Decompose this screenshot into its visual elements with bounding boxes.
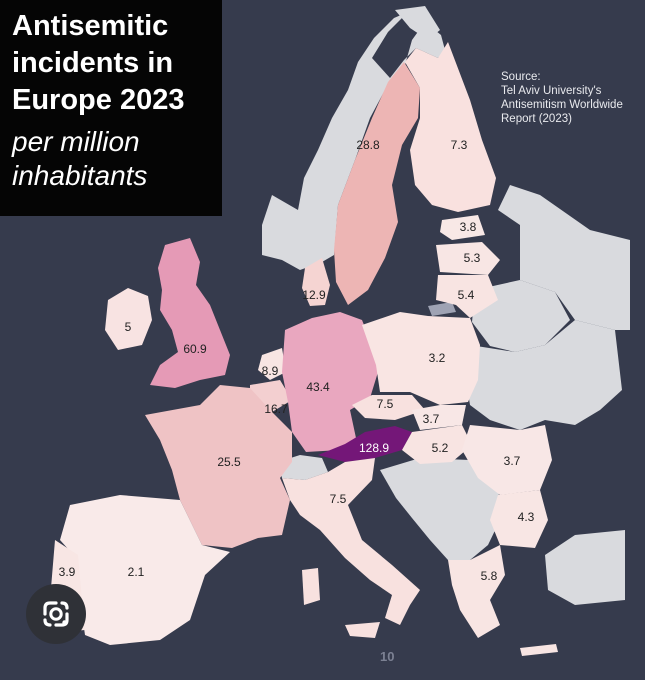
country-austria [318, 426, 412, 462]
value-label-belgium: 16.7 [264, 402, 288, 416]
value-label-france: 25.5 [217, 455, 241, 469]
country-germany [282, 312, 378, 452]
country-netherlands [258, 348, 286, 380]
page-indicator: 10 [380, 649, 395, 664]
country-norway [262, 12, 445, 270]
value-label-ireland: 5 [125, 320, 132, 334]
value-label-austria: 128.9 [359, 441, 389, 455]
map-subtitle: per million inhabitants [12, 126, 148, 191]
country-spain [60, 495, 230, 645]
source-note: Source: Tel Aviv University's Antisemiti… [501, 70, 623, 126]
country-latvia [436, 242, 500, 275]
country-denmark [302, 258, 330, 306]
source-line-1: Tel Aviv University's [501, 85, 602, 97]
value-label-czechia: 7.5 [377, 397, 394, 411]
country-ireland [105, 288, 152, 350]
value-label-bulgaria: 4.3 [518, 510, 535, 524]
value-label-hungary: 5.2 [432, 441, 449, 455]
country-czechia [352, 395, 425, 420]
value-label-denmark: 12.9 [302, 288, 326, 302]
value-label-latvia: 5.3 [464, 251, 481, 265]
country-ukraine [466, 320, 622, 430]
country-estonia [440, 215, 485, 240]
google-lens-button[interactable] [26, 584, 86, 644]
map-title: Antisemitic incidents in Europe 2023 [12, 10, 185, 116]
country-italy-sicily [345, 622, 380, 638]
value-label-greece: 5.8 [481, 569, 498, 583]
country-kaliningrad [428, 302, 456, 316]
value-label-portugal: 3.9 [59, 565, 76, 579]
country-italy-sardinia [302, 568, 320, 605]
country-turkey [545, 530, 625, 605]
country-russia-east [498, 185, 630, 330]
country-greece [448, 545, 505, 638]
country-hungary [402, 425, 472, 464]
country-slovakia [412, 405, 466, 430]
country-romania [462, 425, 552, 495]
country-france [145, 385, 292, 548]
value-label-romania: 3.7 [504, 454, 521, 468]
country-uk [150, 238, 230, 388]
value-label-sweden: 28.8 [356, 138, 380, 152]
value-label-slovakia: 3.7 [423, 412, 440, 426]
country-norway-north [395, 6, 440, 40]
value-label-estonia: 3.8 [460, 220, 477, 234]
value-label-netherlands: 8.9 [262, 364, 279, 378]
source-line-3: Report (2023) [501, 113, 572, 125]
source-line-2: Antisemitism Worldwide [501, 99, 623, 111]
google-lens-icon [43, 601, 69, 627]
country-sweden [334, 62, 420, 305]
country-lithuania [436, 275, 498, 318]
source-heading: Source: [501, 71, 541, 83]
title-box: Antisemitic incidents in Europe 2023 per… [0, 0, 222, 216]
country-bulgaria [490, 490, 548, 548]
value-label-finland: 7.3 [451, 138, 468, 152]
country-italy [282, 458, 420, 625]
value-label-poland: 3.2 [429, 351, 446, 365]
country-balkans [380, 458, 500, 560]
country-greece-crete [520, 644, 558, 656]
value-label-italy: 7.5 [330, 492, 347, 506]
value-label-germany: 43.4 [306, 380, 330, 394]
value-label-lithuania: 5.4 [458, 288, 475, 302]
country-finland [405, 42, 496, 212]
value-label-uk: 60.9 [183, 342, 207, 356]
value-label-spain: 2.1 [128, 565, 145, 579]
country-poland [362, 312, 480, 405]
